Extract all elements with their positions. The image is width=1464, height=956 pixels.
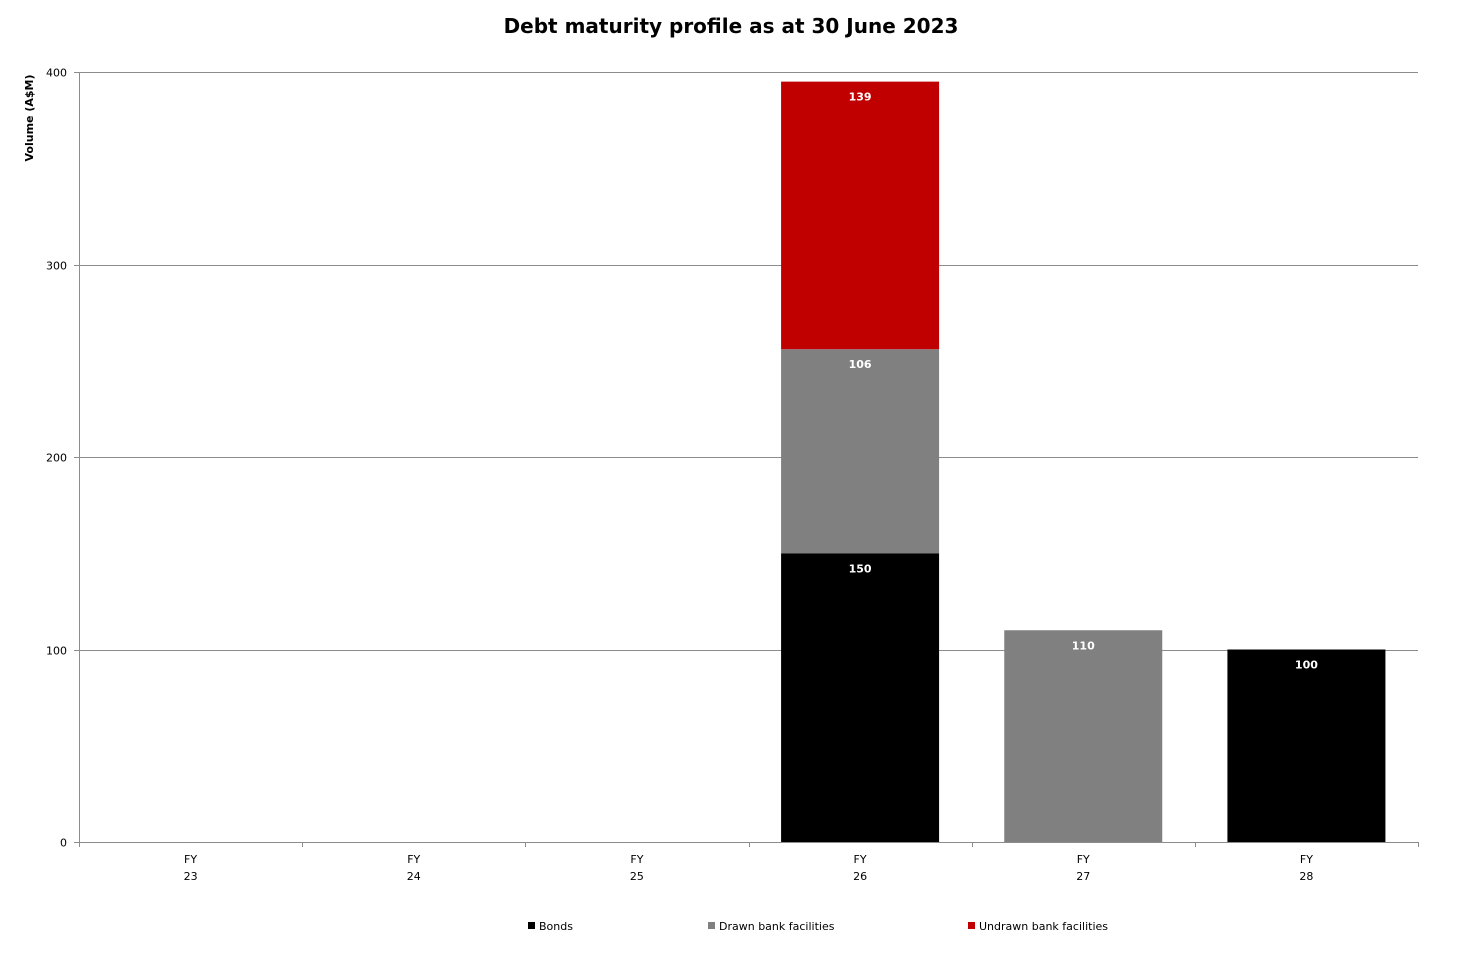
x-tick-label: FY [1300, 853, 1313, 866]
data-label: 106 [849, 358, 872, 371]
legend-label: Undrawn bank facilities [979, 920, 1108, 933]
y-tick-label: 300 [46, 260, 67, 273]
bar-segment [1004, 630, 1163, 842]
y-axis-label: Volume (A$M) [23, 75, 36, 162]
y-tick-label: 400 [46, 67, 67, 80]
y-tick-label: 200 [46, 452, 67, 465]
bars: 150 106 139 110 100 [781, 81, 1386, 842]
x-tick-label: FY [854, 853, 867, 866]
bar-segment [781, 81, 940, 350]
x-tick-label: FY [1077, 853, 1090, 866]
y-tick-label: 0 [60, 837, 67, 850]
x-tick-label: FY [630, 853, 643, 866]
legend-swatch [528, 922, 535, 929]
x-tick-label: 28 [1299, 870, 1313, 883]
legend-label: Bonds [539, 920, 573, 933]
legend-swatch [968, 922, 975, 929]
legend-label: Drawn bank facilities [719, 920, 835, 933]
x-tick-label: FY [407, 853, 420, 866]
x-tick-label: 24 [407, 870, 421, 883]
data-label: 150 [849, 562, 872, 575]
data-label: 110 [1072, 639, 1095, 652]
legend: Bonds Drawn bank facilities Undrawn bank f… [528, 920, 1108, 933]
axes: 0 100 200 300 400 FY 23 FY 24 FY 25 FY 26 FY 27 FY 28 [46, 67, 1419, 883]
bar-segment [1227, 649, 1386, 842]
data-label: 139 [849, 91, 872, 104]
x-tick-label: 25 [630, 870, 644, 883]
x-tick-label: 23 [184, 870, 198, 883]
bar-segment [781, 553, 940, 842]
y-tick-label: 100 [46, 645, 67, 658]
x-tick-label: 26 [853, 870, 867, 883]
gridlines [79, 72, 1418, 651]
x-tick-label: FY [184, 853, 197, 866]
legend-swatch [708, 922, 715, 929]
data-label: 100 [1295, 659, 1318, 672]
x-tick-label: 27 [1076, 870, 1090, 883]
chart-title: Debt maturity profile as at 30 June 2023 [504, 14, 959, 38]
bar-segment [781, 349, 940, 554]
